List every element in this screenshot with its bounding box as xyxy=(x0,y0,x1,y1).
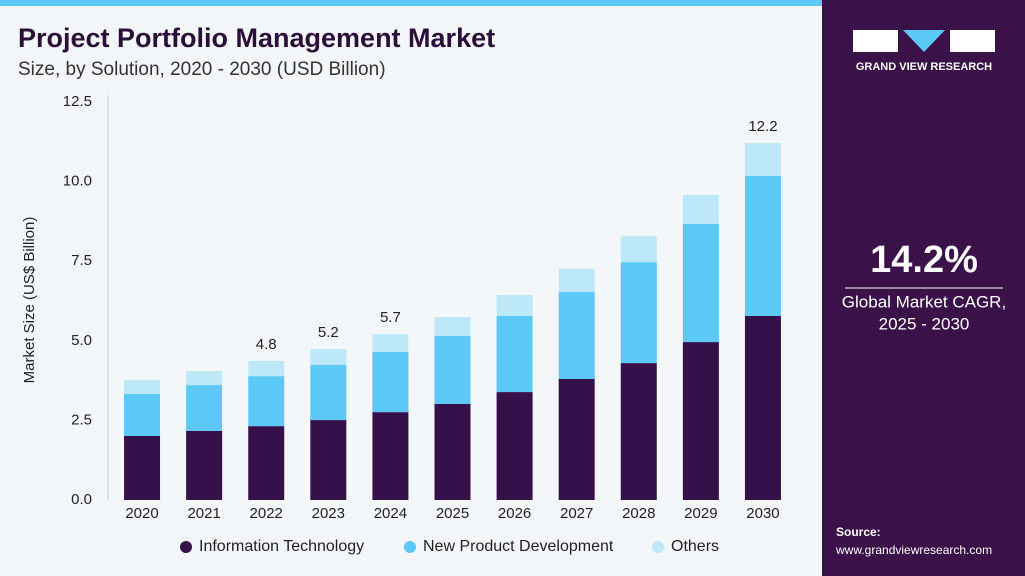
bar-segment xyxy=(310,349,347,365)
brand: GRAND VIEW RESEARCH xyxy=(856,61,992,73)
y-tick-label: 2.5 xyxy=(71,411,92,428)
chart-subtitle: Size, by Solution, 2020 - 2030 (USD Bill… xyxy=(18,59,386,80)
bar-segment xyxy=(310,364,347,421)
bar-segment xyxy=(620,363,657,500)
bar-segment xyxy=(372,412,409,500)
x-tick-label: 2028 xyxy=(622,505,655,522)
bar-segment xyxy=(744,315,781,500)
x-tick-label: 2021 xyxy=(187,505,220,522)
logo-v xyxy=(903,30,945,52)
bar-segment xyxy=(124,436,161,500)
legend-marker xyxy=(404,541,416,553)
bar-segment xyxy=(682,194,719,224)
bar-segment xyxy=(682,342,719,500)
cagr: 14.2% xyxy=(870,239,978,281)
bar-segment xyxy=(682,223,719,343)
x-tick-label: 2030 xyxy=(746,505,779,522)
bar-segment xyxy=(558,292,595,380)
y-tick-label: 10.0 xyxy=(63,173,92,190)
logo xyxy=(853,30,995,52)
y-axis-label: Market Size (US$ Billion) xyxy=(21,217,38,384)
x-tick-label: 2027 xyxy=(560,505,593,522)
total-label: 5.7 xyxy=(380,309,401,326)
total-label: 12.2 xyxy=(748,118,777,135)
source-label: Source: xyxy=(836,525,881,539)
legend-marker xyxy=(652,541,664,553)
total-label: 5.2 xyxy=(318,324,339,341)
logo-block xyxy=(950,30,995,52)
x-tick-label: 2026 xyxy=(498,505,531,522)
bar-segment xyxy=(558,268,595,293)
bar-segment xyxy=(558,379,595,500)
cagr-label: 2025 - 2030 xyxy=(879,314,970,333)
y-tick-label: 0.0 xyxy=(71,491,92,508)
logo-block xyxy=(853,30,898,52)
x-tick-label: 2022 xyxy=(250,505,283,522)
bar-segment xyxy=(496,294,533,316)
y-tick-label: 5.0 xyxy=(71,332,92,349)
bar-segment xyxy=(186,430,223,500)
top-bar xyxy=(0,0,822,6)
bar-segment xyxy=(124,393,161,437)
bar-segment xyxy=(248,360,285,377)
total-label: 4.8 xyxy=(256,336,277,353)
x-tick-label: 2025 xyxy=(436,505,469,522)
bar-segment xyxy=(248,426,285,500)
bar-segment xyxy=(620,262,657,364)
bar-segment xyxy=(496,315,533,393)
y-tick-label: 12.5 xyxy=(63,93,92,110)
bar-segment xyxy=(434,403,471,500)
legend-label: New Product Development xyxy=(423,538,614,555)
bar-segment xyxy=(124,379,161,394)
bar-segment xyxy=(248,376,285,427)
legend-label: Information Technology xyxy=(199,538,364,555)
legend-label: Others xyxy=(671,538,719,555)
bar-segment xyxy=(186,371,223,386)
bar-segment xyxy=(744,175,781,316)
chart-title: Project Portfolio Management Market xyxy=(18,23,495,53)
x-tick-label: 2024 xyxy=(374,505,407,522)
x-tick-label: 2020 xyxy=(125,505,158,522)
bar-segment xyxy=(434,316,471,337)
legend-marker xyxy=(180,541,192,553)
bar-segment xyxy=(372,334,409,352)
source-url: www.grandviewresearch.com xyxy=(835,543,992,557)
bar-segment xyxy=(310,420,347,500)
bar-segment xyxy=(620,236,657,263)
bar-segment xyxy=(434,336,471,404)
bar-segment xyxy=(496,392,533,500)
cagr-label: Global Market CAGR, xyxy=(842,292,1006,311)
y-tick-label: 7.5 xyxy=(71,252,92,269)
x-tick-label: 2029 xyxy=(684,505,717,522)
bar-segment xyxy=(186,385,223,431)
bar-segment xyxy=(744,143,781,176)
bar-segment xyxy=(372,351,409,413)
x-tick-label: 2023 xyxy=(312,505,345,522)
